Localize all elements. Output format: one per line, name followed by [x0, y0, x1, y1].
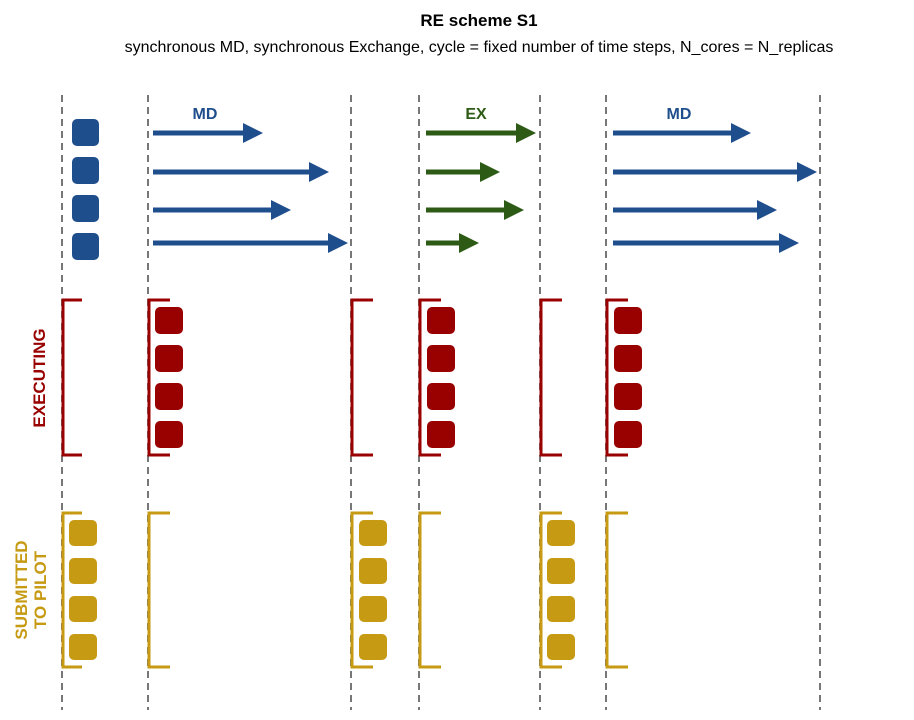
submitted-bracket: [350, 511, 373, 669]
replica-block: [155, 345, 183, 372]
ex-arrows: [426, 123, 536, 253]
row-label-submitted-line2: TO PILOT: [31, 550, 50, 629]
submitted-bracket: [605, 511, 628, 669]
replica-block: [69, 634, 97, 660]
replica-block: [155, 421, 183, 448]
replica-block: [614, 383, 642, 410]
row-label-submitted-line1: SUBMITTED: [12, 540, 31, 639]
replica-block: [547, 596, 575, 622]
executing-replicas-md1: [155, 307, 183, 448]
replica-block: [72, 119, 99, 146]
diagram-title: RE scheme S1: [420, 11, 537, 30]
timeline-separators: [61, 95, 821, 710]
replica-block: [72, 233, 99, 260]
replica-block: [359, 558, 387, 584]
executing-bracket: [418, 298, 441, 457]
diagram-subtitle: synchronous MD, synchronous Exchange, cy…: [125, 39, 834, 56]
submitted-replicas-pre-ex: [359, 520, 387, 660]
submitted-brackets: [61, 511, 628, 669]
replica-block: [69, 520, 97, 546]
md-arrows-2: [613, 123, 817, 253]
replica-block: [72, 195, 99, 222]
executing-bracket: [539, 298, 562, 457]
row-label-submitted: SUBMITTED TO PILOT: [12, 540, 50, 639]
replica-block: [614, 345, 642, 372]
replica-block: [69, 596, 97, 622]
executing-bracket: [605, 298, 628, 457]
replica-block: [359, 634, 387, 660]
phase-label-ex: EX: [465, 106, 487, 123]
phase-label-md-1: MD: [193, 106, 218, 123]
replica-block: [427, 421, 455, 448]
replica-block: [155, 307, 183, 334]
submitted-replicas-initial: [69, 520, 97, 660]
submitted-bracket: [61, 511, 82, 669]
executing-bracket: [61, 298, 82, 457]
replica-block: [69, 558, 97, 584]
executing-brackets: [61, 298, 628, 457]
submitted-bracket: [147, 511, 170, 669]
replica-block: [614, 421, 642, 448]
executing-replicas-md2: [614, 307, 642, 448]
row-label-executing: EXECUTING: [30, 328, 49, 427]
phase-label-md-2: MD: [667, 106, 692, 123]
replica-block: [427, 345, 455, 372]
executing-bracket: [350, 298, 373, 457]
executing-replicas-ex: [427, 307, 455, 448]
submitted-replicas-pre-md2: [547, 520, 575, 660]
replica-block: [427, 307, 455, 334]
replica-block: [359, 520, 387, 546]
executing-bracket: [147, 298, 170, 457]
replica-block: [359, 596, 387, 622]
replica-block: [155, 383, 183, 410]
replica-block: [547, 558, 575, 584]
replica-block: [547, 520, 575, 546]
replica-block: [547, 634, 575, 660]
submitted-bracket: [418, 511, 441, 669]
md-arrows-1: [153, 123, 348, 253]
replica-block: [72, 157, 99, 184]
submitted-bracket: [539, 511, 562, 669]
replica-block: [427, 383, 455, 410]
replica-block: [614, 307, 642, 334]
initial-replicas: [72, 119, 99, 260]
